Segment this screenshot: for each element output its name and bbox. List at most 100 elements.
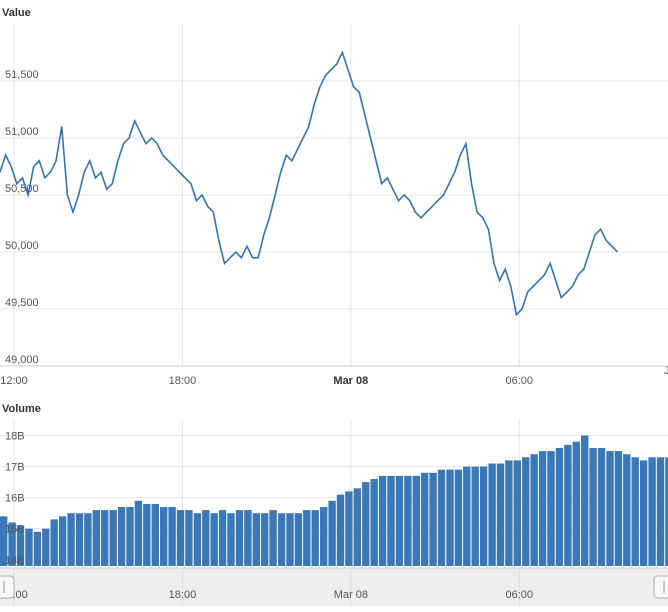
volume-bar[interactable] [75,513,84,566]
volume-bar[interactable] [606,451,614,566]
volume-bar[interactable] [454,469,463,566]
volume-bar[interactable] [429,472,437,566]
value-gridlines [0,24,668,367]
volume-bar[interactable] [378,475,387,566]
volume-bar[interactable] [320,507,328,566]
volume-bar[interactable] [277,513,286,566]
volume-bar[interactable] [479,466,488,566]
volume-bar[interactable] [252,513,260,566]
volume-bar[interactable] [311,510,319,566]
volume-bar[interactable] [58,516,67,566]
value-y-tick-label: 50,000 [5,240,39,252]
navigator-background [0,568,668,606]
volume-bar[interactable] [623,454,631,566]
volume-bar[interactable] [126,507,134,566]
volume-bar[interactable] [33,531,42,566]
navigator-x-tick-label: 18:00 [169,589,197,601]
volume-bar[interactable] [117,507,126,566]
navigator-handle-right[interactable] [653,575,668,599]
volume-y-tick-label: 18B [5,431,25,443]
volume-panel: Volume 14B 15B 16B 17B 18B [0,403,668,567]
volume-bar[interactable] [303,510,311,566]
value-x-tick-label: 06:00 [505,375,533,387]
volume-y-tick-label: 17B [5,462,25,474]
volume-bar[interactable] [185,510,193,566]
volume-bar[interactable] [648,457,656,566]
volume-bar[interactable] [496,463,505,567]
volume-bar[interactable] [210,513,218,566]
volume-bar[interactable] [404,475,412,566]
value-y-tick-label: 51,000 [5,126,39,138]
volume-bar[interactable] [555,448,564,566]
volume-bar[interactable] [547,451,555,566]
volume-bar[interactable] [50,519,58,566]
volume-y-tick-label: 16B [5,493,25,505]
volume-bar[interactable] [176,510,185,566]
volume-bar[interactable] [294,513,303,566]
volume-bar[interactable] [168,507,176,566]
volume-bar[interactable] [463,466,471,566]
volume-bar[interactable] [437,469,446,566]
volume-bar[interactable] [564,444,572,566]
volume-bar[interactable] [656,457,665,566]
volume-bar[interactable] [261,513,269,566]
volume-bar[interactable] [16,525,25,566]
volume-bar[interactable] [235,510,244,566]
volume-bar[interactable] [244,510,252,566]
volume-bar[interactable] [522,457,530,566]
volume-bar[interactable] [446,469,454,566]
volume-bar[interactable] [25,528,33,566]
volume-bar[interactable] [193,513,202,566]
volume-bar[interactable] [665,457,668,566]
volume-bar[interactable] [42,528,50,566]
volume-bar[interactable] [362,482,370,566]
volume-bar[interactable] [395,475,404,566]
volume-bar[interactable] [471,466,479,566]
volume-bar[interactable] [412,475,420,566]
volume-bar[interactable] [269,510,277,566]
value-y-tick-label: 49,000 [5,354,39,366]
volume-bar[interactable] [67,513,75,566]
volume-bar[interactable] [286,513,294,566]
volume-bar[interactable] [370,479,378,566]
value-panel: Value 49,000 49,500 50,000 50,500 51,000 51,5… [0,7,668,387]
volume-bar[interactable] [134,500,143,566]
volume-bar[interactable] [0,516,8,566]
value-y-axis: 49,000 49,500 50,000 50,500 51,000 51,500 [5,69,39,366]
value-x-tick-label: 12:00 [0,375,28,387]
volume-panel-title: Volume [2,403,41,415]
volume-bar[interactable] [589,448,597,566]
volume-bar[interactable] [345,491,353,566]
volume-bar[interactable] [92,510,100,566]
volume-bar[interactable] [530,454,538,566]
volume-bar[interactable] [513,460,521,566]
volume-bar[interactable] [218,510,227,566]
volume-bar[interactable] [101,510,109,566]
volume-bar[interactable] [631,457,639,566]
volume-bar[interactable] [387,475,395,566]
volume-bar[interactable] [151,503,159,566]
volume-bar[interactable] [109,510,117,566]
navigator-handle-left[interactable] [0,575,15,599]
volume-bar[interactable] [505,460,513,566]
volume-bar[interactable] [336,494,345,566]
value-series-line[interactable] [0,50,619,317]
volume-bar[interactable] [488,463,496,567]
volume-bar[interactable] [328,500,336,566]
volume-bar[interactable] [160,507,168,566]
volume-bar[interactable] [143,503,151,566]
volume-bar[interactable] [84,513,92,566]
volume-bar[interactable] [639,460,648,566]
volume-bar[interactable] [614,451,623,566]
volume-bar[interactable] [538,451,547,566]
volume-y-tick-label: 14B [5,555,25,567]
volume-bar[interactable] [202,510,210,566]
volume-bar[interactable] [227,513,235,566]
volume-bar[interactable] [8,522,16,567]
volume-bar[interactable] [572,441,580,566]
volume-bar[interactable] [581,435,589,567]
volume-bar[interactable] [353,488,361,566]
volume-bar[interactable] [597,448,606,566]
volume-bar[interactable] [421,472,429,566]
